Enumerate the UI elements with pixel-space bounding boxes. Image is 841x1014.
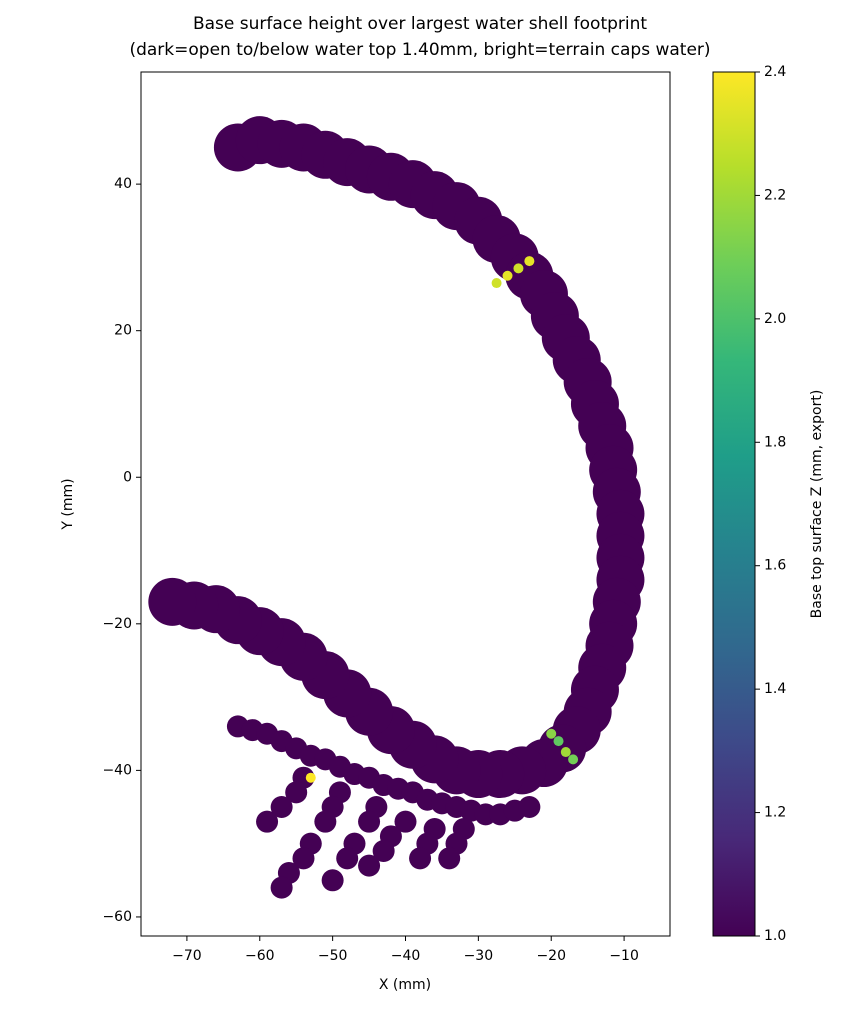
- colorbar-label: Base top surface Z (mm, export): [809, 390, 825, 619]
- data-point: [502, 270, 513, 281]
- chart-title: Base surface height over largest water s…: [193, 14, 647, 34]
- colorbar-tick-label: 1.4: [764, 681, 786, 697]
- y-tick-label: 20: [114, 323, 132, 339]
- data-point: [256, 810, 279, 833]
- data-point: [524, 256, 535, 267]
- data-point: [358, 854, 381, 877]
- y-tick-label: −40: [102, 762, 132, 778]
- y-tick-label: 40: [114, 176, 132, 192]
- x-tick-label: −60: [245, 948, 275, 964]
- data-point: [372, 839, 395, 862]
- colorbar-tick-label: 1.6: [764, 558, 786, 574]
- colorbar-tick-label: 1.8: [764, 434, 786, 450]
- data-point: [560, 747, 571, 758]
- x-tick-label: −20: [536, 948, 566, 964]
- x-tick-label: −70: [172, 948, 202, 964]
- data-point: [285, 781, 308, 804]
- x-tick-label: −40: [391, 948, 421, 964]
- data-point: [513, 263, 524, 274]
- data-point: [438, 847, 461, 870]
- data-point: [314, 810, 337, 833]
- x-axis-label: X (mm): [379, 977, 431, 993]
- data-point: [394, 810, 417, 833]
- colorbar: [712, 71, 756, 937]
- colorbar-tick-label: 2.0: [764, 311, 786, 327]
- y-tick-label: −60: [102, 909, 132, 925]
- data-point: [518, 796, 541, 819]
- data-point: [409, 847, 432, 870]
- y-axis-label: Y (mm): [60, 478, 76, 530]
- data-point: [553, 736, 564, 747]
- data-point: [321, 869, 344, 892]
- x-tick-label: −50: [318, 948, 348, 964]
- data-point: [305, 772, 316, 783]
- colorbar-tick-label: 1.2: [764, 805, 786, 821]
- chart-subtitle: (dark=open to/below water top 1.40mm, br…: [129, 40, 710, 60]
- y-tick-label: 0: [123, 469, 132, 485]
- data-point: [546, 728, 557, 739]
- data-point: [568, 754, 579, 765]
- data-point: [358, 810, 381, 833]
- x-tick-label: −10: [609, 948, 639, 964]
- data-point: [292, 847, 315, 870]
- colorbar-tick-label: 1.0: [764, 928, 786, 944]
- plot-area: [148, 116, 645, 899]
- data-point: [336, 847, 359, 870]
- data-point: [148, 577, 197, 626]
- x-tick-label: −30: [464, 948, 494, 964]
- colorbar-tick-label: 2.4: [764, 64, 786, 80]
- data-point: [491, 278, 502, 289]
- y-tick-label: −20: [102, 616, 132, 632]
- data-point: [270, 876, 293, 899]
- colorbar-tick-label: 2.2: [764, 187, 786, 203]
- data-point: [270, 796, 293, 819]
